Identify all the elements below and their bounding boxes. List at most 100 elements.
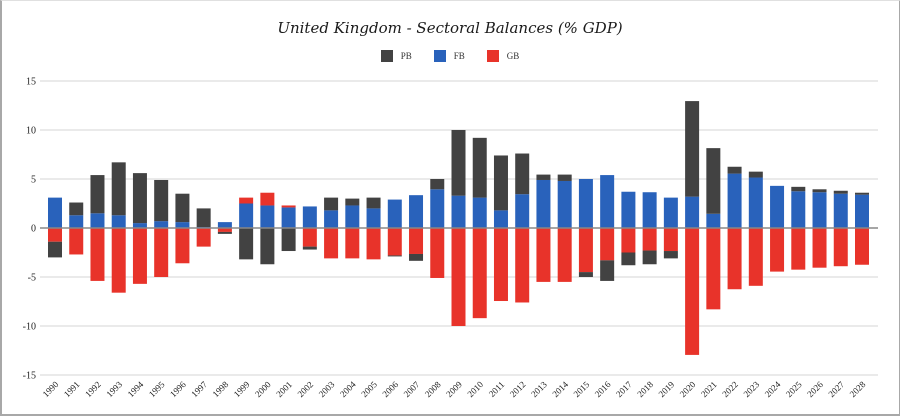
bar-pb-2009 xyxy=(451,130,466,196)
x-tick-label: 2008 xyxy=(423,379,443,399)
x-tick-label: 1998 xyxy=(211,379,231,399)
bar-fb-1996 xyxy=(175,222,190,228)
x-tick-label: 2015 xyxy=(572,379,592,399)
bar-pb-2023 xyxy=(748,171,763,178)
bar-fb-2007 xyxy=(409,195,424,228)
bar-gb-2000 xyxy=(260,192,275,206)
bar-gb-1992 xyxy=(90,228,105,281)
bar-pb-2003 xyxy=(324,197,339,211)
bar-gb-2018 xyxy=(642,228,657,251)
x-tick-label: 2016 xyxy=(593,379,613,399)
bar-fb-1992 xyxy=(90,213,105,228)
bar-gb-2001 xyxy=(281,205,296,208)
x-tick-label: 2006 xyxy=(380,379,400,399)
bar-gb-2025 xyxy=(791,228,806,270)
bar-fb-1995 xyxy=(154,221,169,228)
bar-pb-2017 xyxy=(621,252,636,266)
legend-item-fb[interactable]: FB xyxy=(433,50,465,62)
bar-pb-2006 xyxy=(387,255,402,257)
bar-gb-2023 xyxy=(748,228,763,286)
bar-fb-2020 xyxy=(685,196,700,228)
bar-gb-1998 xyxy=(217,228,232,232)
bar-pb-2011 xyxy=(493,155,508,211)
bar-gb-2009 xyxy=(451,228,466,326)
bar-fb-2026 xyxy=(812,192,827,228)
legend-item-gb[interactable]: GB xyxy=(486,50,520,62)
bar-fb-2021 xyxy=(706,213,721,228)
x-tick-label: 2001 xyxy=(274,379,294,399)
x-tick-label: 2018 xyxy=(635,379,655,399)
bar-gb-2013 xyxy=(536,228,551,282)
bar-gb-2021 xyxy=(706,228,721,310)
bar-pb-2016 xyxy=(600,260,615,281)
x-tick-label: 2024 xyxy=(763,379,783,399)
bar-fb-1999 xyxy=(239,203,254,228)
x-tick-label: 2028 xyxy=(848,379,868,399)
y-tick-label: 0 xyxy=(31,224,36,235)
x-tick-label: 2004 xyxy=(338,379,358,399)
bar-pb-2025 xyxy=(791,186,806,192)
x-tick-label: 1990 xyxy=(41,379,61,399)
bar-pb-1992 xyxy=(90,175,105,214)
bar-pb-2015 xyxy=(578,272,593,277)
x-tick-label: 1995 xyxy=(147,379,167,399)
bar-pb-2018 xyxy=(642,250,657,265)
bar-pb-2022 xyxy=(727,166,742,174)
x-tick-label: 2026 xyxy=(805,379,825,399)
x-tick-label: 1996 xyxy=(168,379,188,399)
x-tick-label: 2009 xyxy=(444,379,464,399)
x-tick-label: 2013 xyxy=(529,379,549,399)
bar-gb-2006 xyxy=(387,228,402,256)
y-tick-label: 15 xyxy=(26,77,36,88)
x-tick-label: 2027 xyxy=(826,379,846,399)
bar-fb-1994 xyxy=(132,223,147,228)
bar-gb-1991 xyxy=(69,228,84,255)
bar-fb-2012 xyxy=(515,194,530,228)
chart-legend: PB FB GB xyxy=(0,50,900,62)
x-tick-label: 2020 xyxy=(678,379,698,399)
bar-gb-2027 xyxy=(833,228,848,267)
bar-fb-2025 xyxy=(791,191,806,228)
bar-fb-2028 xyxy=(855,194,869,228)
y-tick-label: -15 xyxy=(23,371,36,382)
bar-pb-2028 xyxy=(855,192,869,195)
bar-gb-2014 xyxy=(557,228,572,282)
bar-gb-2002 xyxy=(302,228,317,247)
x-tick-label: 2017 xyxy=(614,379,634,399)
legend-swatch-fb xyxy=(433,50,446,62)
legend-label-pb: PB xyxy=(400,51,412,61)
y-tick-label: -10 xyxy=(23,322,36,333)
bar-gb-2005 xyxy=(366,228,381,260)
bar-gb-2016 xyxy=(600,228,615,261)
bar-pb-1996 xyxy=(175,193,190,223)
legend-item-pb[interactable]: PB xyxy=(380,50,412,62)
bar-pb-2007 xyxy=(409,253,424,261)
legend-label-gb: GB xyxy=(506,51,520,61)
bar-pb-2021 xyxy=(706,148,721,214)
bar-fb-2002 xyxy=(302,206,317,228)
x-tick-label: 2007 xyxy=(402,379,422,399)
bar-gb-1996 xyxy=(175,228,190,264)
x-tick-label: 2005 xyxy=(359,379,379,399)
bar-pb-2002 xyxy=(302,246,317,250)
bar-gb-1999 xyxy=(239,197,254,204)
x-tick-label: 2014 xyxy=(550,379,570,399)
bar-pb-2008 xyxy=(430,179,445,190)
bar-pb-1993 xyxy=(111,162,126,216)
bar-fb-2010 xyxy=(472,197,487,228)
bar-gb-2011 xyxy=(493,228,508,302)
bar-fb-1993 xyxy=(111,215,126,228)
x-tick-label: 2010 xyxy=(465,379,485,399)
x-tick-label: 1999 xyxy=(232,379,252,399)
bar-gb-2015 xyxy=(578,228,593,273)
x-axis-ticks: 1990 1991 1992 1993 1994 1995 1996 1997 1998 1999… xyxy=(41,379,868,399)
bar-gb-2007 xyxy=(409,228,424,254)
bar-gb-2017 xyxy=(621,228,636,253)
bar-pb-2027 xyxy=(833,190,848,194)
bar-pb-1995 xyxy=(154,179,169,222)
bar-fb-1991 xyxy=(69,215,84,228)
x-tick-label: 2025 xyxy=(784,379,804,399)
bar-fb-2011 xyxy=(493,210,508,228)
chart-title: United Kingdom - Sectoral Balances (% GD… xyxy=(277,19,623,37)
y-axis-ticks: 15 10 5 0 -5 -10 -15 xyxy=(23,77,36,382)
